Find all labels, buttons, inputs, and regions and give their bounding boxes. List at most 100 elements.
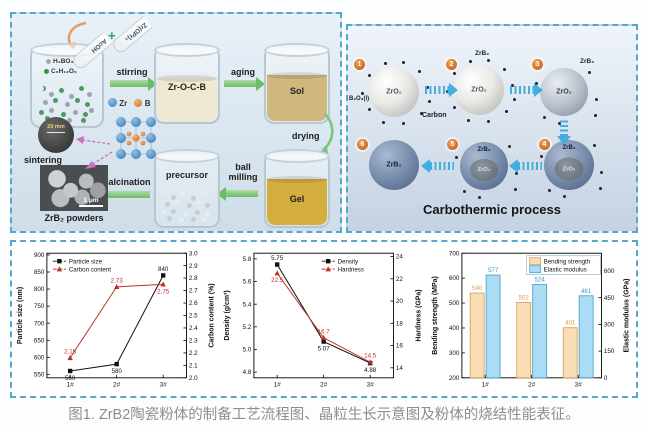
svg-text:900: 900: [34, 252, 45, 259]
mixture-particles: [39, 86, 44, 91]
step-badge-5: 5: [447, 139, 458, 150]
svg-text:Carbon content (%): Carbon content (%): [208, 283, 215, 347]
drying-arrow-icon: [319, 113, 334, 154]
sphere4-shell-label: ZrB₂: [562, 145, 576, 151]
svg-text:461: 461: [581, 288, 592, 295]
svg-text:3#: 3#: [367, 381, 375, 388]
crystal-structure-icon: [116, 117, 156, 159]
beaker-precursor: precursor: [154, 149, 220, 228]
stirring-arrow-icon: [110, 80, 148, 87]
beaker1-chem1: H₃BO₃: [46, 58, 73, 65]
sintering-label: sintering: [24, 155, 63, 165]
carbon-label: Carbon: [422, 112, 447, 119]
carbothermic-panel: 1 2 3 4 5 6 B₂O₃(l) Carbon ZrO₂ ZrB₂ ZrO…: [346, 24, 638, 233]
zrb2-powders-label: ZrB₂ powders: [44, 213, 104, 223]
svg-text:22.5: 22.5: [271, 277, 284, 284]
sphere-step4: ZrB₂ ZrO₂: [544, 140, 594, 190]
svg-text:600: 600: [604, 268, 615, 275]
synthesis-flow-panel: AcOH + Zr(OPr)₄ H₃BO₃ C₆H₁₂O₆ stirring Z…: [10, 12, 342, 233]
carbothermic-title: Carbothermic process: [423, 202, 561, 217]
sphere2-shell-label: ZrB₂: [475, 50, 490, 57]
sem-image: 1 μm: [40, 165, 108, 211]
disc-scale-bar: 20 mm: [47, 124, 65, 133]
aging-label: aging: [231, 67, 255, 77]
svg-text:150: 150: [604, 348, 615, 355]
beaker1-chem2: C₆H₁₂O₆: [44, 68, 77, 75]
svg-text:Carbon content: Carbon content: [69, 266, 111, 273]
step-arrow-5-6: [430, 162, 454, 170]
ball-milling-label: ball milling: [228, 162, 258, 183]
precursor-label: precursor: [165, 169, 209, 180]
svg-text:540: 540: [472, 285, 483, 292]
svg-text:500: 500: [449, 300, 460, 307]
svg-text:700: 700: [449, 250, 460, 257]
sphere-step1: ZrO₂: [369, 67, 419, 117]
svg-text:2.75: 2.75: [157, 288, 170, 295]
svg-text:Density: Density: [338, 258, 359, 265]
svg-text:750: 750: [34, 303, 45, 310]
svg-text:1#: 1#: [274, 381, 282, 388]
drying-label: drying: [292, 131, 320, 141]
sphere4-core: ZrO₂: [554, 157, 584, 181]
svg-text:502: 502: [518, 295, 529, 302]
sphere5-shell-label: ZrB₂: [477, 147, 491, 153]
svg-text:577: 577: [488, 267, 499, 274]
sphere-step2: ZrO₂: [454, 65, 504, 115]
svg-text:24: 24: [396, 254, 403, 261]
svg-text:550: 550: [34, 371, 45, 378]
sintered-disc-image: 20 mm: [38, 117, 74, 153]
sol-label: Sol: [289, 86, 304, 97]
b-legend-label: B: [144, 99, 151, 108]
svg-text:200: 200: [449, 375, 460, 382]
svg-text:2.5: 2.5: [189, 313, 198, 320]
sphere3-shell-label: ZrB₂: [580, 58, 595, 65]
svg-text:Particle size (nm): Particle size (nm): [17, 287, 24, 344]
plus-icon: +: [108, 28, 116, 43]
zr-legend-label: Zr: [119, 99, 128, 108]
svg-text:20: 20: [396, 298, 403, 305]
svg-text:2#: 2#: [528, 381, 536, 388]
svg-text:650: 650: [34, 337, 45, 344]
svg-text:840: 840: [158, 266, 169, 273]
figure-caption: 图1. ZrB2陶瓷粉体的制备工艺流程图、晶粒生长示意图及粉体的烧结性能表征。: [68, 407, 580, 423]
svg-text:450: 450: [604, 295, 615, 302]
svg-text:2#: 2#: [113, 381, 121, 388]
tube-zropr-label: Zr(OPr)₄: [123, 20, 148, 43]
ball-milling-arrow-icon: [226, 190, 258, 197]
svg-text:560: 560: [65, 375, 76, 382]
svg-text:5.6: 5.6: [243, 279, 252, 286]
beaker-gel: Gel: [264, 149, 330, 228]
step-badge-1: 1: [354, 59, 365, 70]
svg-text:5.2: 5.2: [243, 324, 252, 331]
svg-text:Elastic modulus (GPa): Elastic modulus (GPa): [623, 279, 630, 353]
svg-text:2.7: 2.7: [189, 288, 198, 295]
svg-text:Bending strength: Bending strength: [543, 258, 590, 265]
calcination-arrow-icon: [104, 191, 150, 198]
svg-text:2.6: 2.6: [189, 300, 198, 307]
svg-text:401: 401: [565, 320, 576, 327]
atom-legend: Zr B: [108, 98, 150, 108]
svg-text:800: 800: [34, 286, 45, 293]
chart-particle-carbon: 550 600 650 700 750 800 850 900 2.0 2.1 2.2 2.3 2.4 2…: [13, 243, 220, 395]
svg-text:Elastic modulus: Elastic modulus: [543, 266, 586, 273]
gel-label: Gel: [289, 193, 305, 204]
zr-atom-icon: [108, 98, 117, 107]
svg-text:600: 600: [449, 275, 460, 282]
beaker-raw-materials: H₃BO₃ C₆H₁₂O₆: [30, 43, 104, 128]
svg-text:Hardness (GPa): Hardness (GPa): [416, 289, 423, 341]
svg-text:4.88: 4.88: [365, 367, 378, 374]
sphere-step5: ZrB₂ ZrO₂: [460, 142, 508, 190]
chart-density-hardness: 4.8 5.0 5.2 5.4 5.6 5.8 14 16 18 20 22 24 1# 2# 3# Dens…: [220, 243, 427, 395]
precursor-particles: [161, 190, 166, 195]
svg-text:2.1: 2.1: [189, 362, 198, 369]
chart-strength-modulus: 200 300 400 500 600 700 0 150 300 450 600 1# 2# 3# Ben…: [428, 243, 635, 395]
svg-text:524: 524: [534, 277, 545, 284]
svg-text:2.8: 2.8: [189, 275, 198, 282]
svg-text:0: 0: [604, 375, 608, 382]
sphere5-core-label: ZrO₂: [477, 166, 491, 173]
svg-text:18: 18: [396, 320, 403, 327]
step-arrow-2-3: [510, 86, 534, 94]
svg-text:400: 400: [449, 325, 460, 332]
svg-text:Hardness: Hardness: [338, 266, 364, 273]
